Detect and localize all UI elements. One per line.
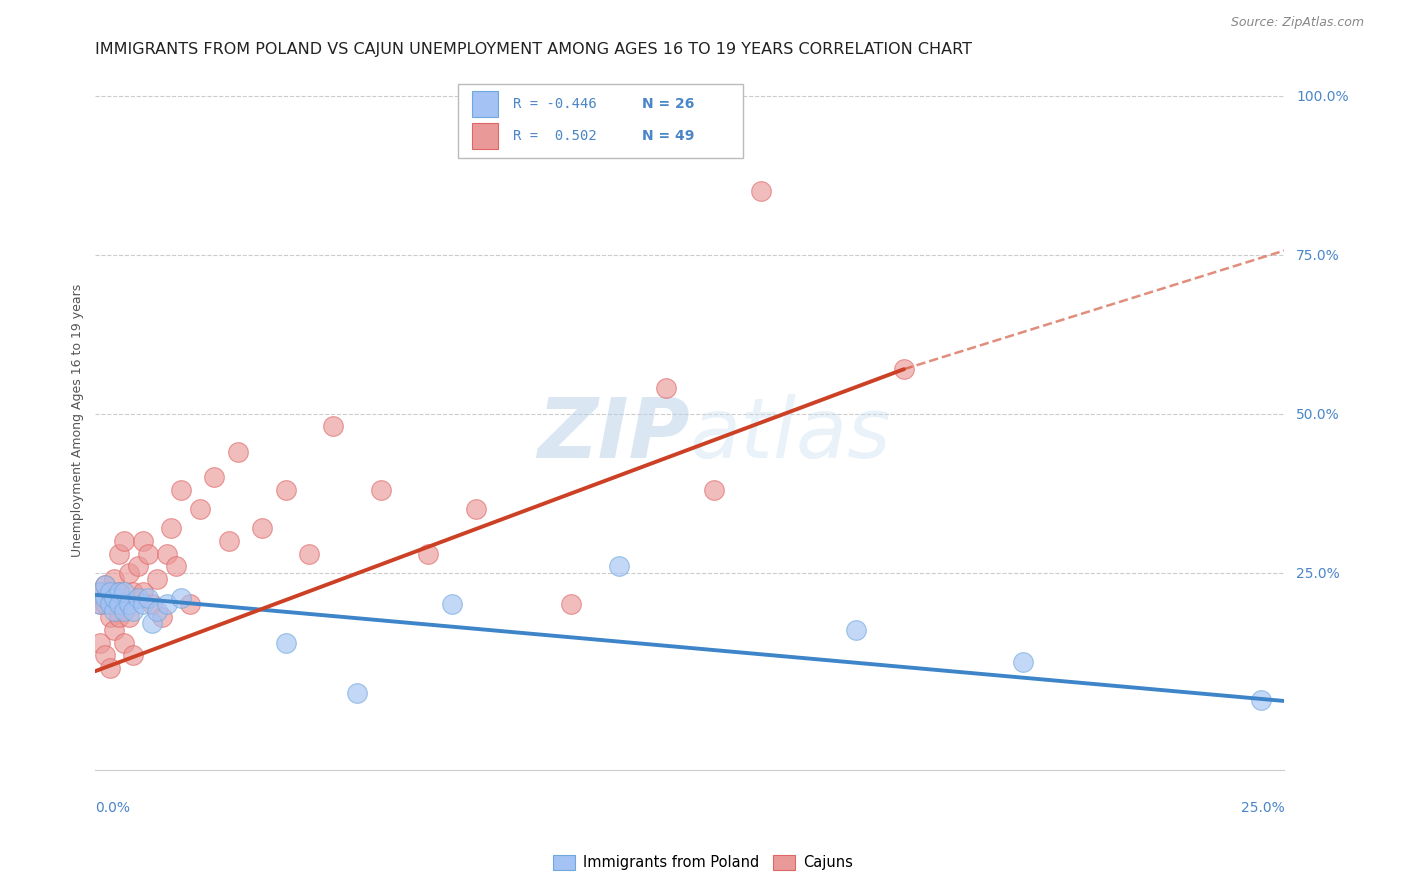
Text: 0.0%: 0.0%	[96, 801, 131, 815]
Text: atlas: atlas	[690, 393, 891, 475]
Text: Source: ZipAtlas.com: Source: ZipAtlas.com	[1230, 16, 1364, 29]
Point	[98, 661, 121, 675]
Point	[127, 559, 149, 574]
Point	[103, 572, 125, 586]
Point	[370, 483, 392, 497]
Text: 25.0%: 25.0%	[1240, 801, 1285, 815]
Point	[94, 578, 117, 592]
Point	[703, 483, 725, 497]
Point	[274, 483, 297, 497]
Point	[112, 533, 135, 548]
Point	[98, 591, 121, 605]
Point	[108, 584, 131, 599]
Point	[127, 591, 149, 605]
Y-axis label: Unemployment Among Ages 16 to 19 years: Unemployment Among Ages 16 to 19 years	[72, 284, 84, 557]
Point	[122, 584, 145, 599]
Point	[464, 502, 486, 516]
Point	[89, 584, 111, 599]
Point	[346, 686, 368, 700]
Point	[170, 591, 193, 605]
Point	[117, 610, 139, 624]
Point	[94, 578, 117, 592]
Point	[89, 635, 111, 649]
Point	[226, 445, 249, 459]
Point	[146, 572, 169, 586]
Point	[108, 610, 131, 624]
Point	[89, 598, 111, 612]
Point	[132, 533, 155, 548]
Point	[749, 184, 772, 198]
Point	[893, 362, 915, 376]
Point	[188, 502, 211, 516]
Point	[103, 604, 125, 618]
Point	[441, 598, 464, 612]
Point	[117, 598, 139, 612]
Point	[560, 598, 582, 612]
Point	[112, 635, 135, 649]
Point	[112, 604, 135, 618]
Point	[141, 598, 163, 612]
Point	[607, 559, 630, 574]
Text: ZIP: ZIP	[537, 393, 690, 475]
Point	[141, 616, 163, 631]
Point	[150, 610, 173, 624]
Point	[103, 598, 125, 612]
Point	[845, 623, 868, 637]
Point	[94, 648, 117, 663]
Point	[156, 598, 179, 612]
Text: N = 26: N = 26	[643, 97, 695, 111]
Point	[202, 470, 225, 484]
Point	[94, 591, 117, 605]
Point	[98, 584, 121, 599]
Point	[112, 584, 135, 599]
Text: N = 49: N = 49	[643, 129, 695, 143]
Point	[108, 584, 131, 599]
Point	[298, 547, 321, 561]
Point	[1011, 655, 1033, 669]
Point	[108, 547, 131, 561]
Point	[1250, 692, 1272, 706]
Point	[122, 604, 145, 618]
Point	[98, 598, 121, 612]
Point	[274, 635, 297, 649]
Point	[117, 566, 139, 580]
FancyBboxPatch shape	[458, 85, 744, 158]
Point	[418, 547, 440, 561]
Point	[94, 598, 117, 612]
Point	[136, 547, 159, 561]
Point	[103, 623, 125, 637]
Point	[156, 547, 179, 561]
FancyBboxPatch shape	[472, 123, 499, 150]
Point	[108, 598, 131, 612]
Legend: Immigrants from Poland, Cajuns: Immigrants from Poland, Cajuns	[548, 848, 858, 876]
Point	[146, 604, 169, 618]
Point	[655, 381, 678, 395]
Point	[218, 533, 240, 548]
Point	[122, 648, 145, 663]
Text: IMMIGRANTS FROM POLAND VS CAJUN UNEMPLOYMENT AMONG AGES 16 TO 19 YEARS CORRELATI: IMMIGRANTS FROM POLAND VS CAJUN UNEMPLOY…	[96, 42, 973, 57]
Point	[103, 591, 125, 605]
Point	[132, 584, 155, 599]
Point	[250, 521, 273, 535]
Point	[322, 419, 344, 434]
FancyBboxPatch shape	[472, 91, 499, 117]
Point	[98, 610, 121, 624]
Text: R = -0.446: R = -0.446	[513, 97, 596, 111]
Point	[89, 584, 111, 599]
Text: R =  0.502: R = 0.502	[513, 129, 596, 143]
Point	[89, 598, 111, 612]
Point	[179, 598, 201, 612]
Point	[170, 483, 193, 497]
Point	[165, 559, 187, 574]
Point	[160, 521, 183, 535]
Point	[136, 591, 159, 605]
Point	[132, 598, 155, 612]
